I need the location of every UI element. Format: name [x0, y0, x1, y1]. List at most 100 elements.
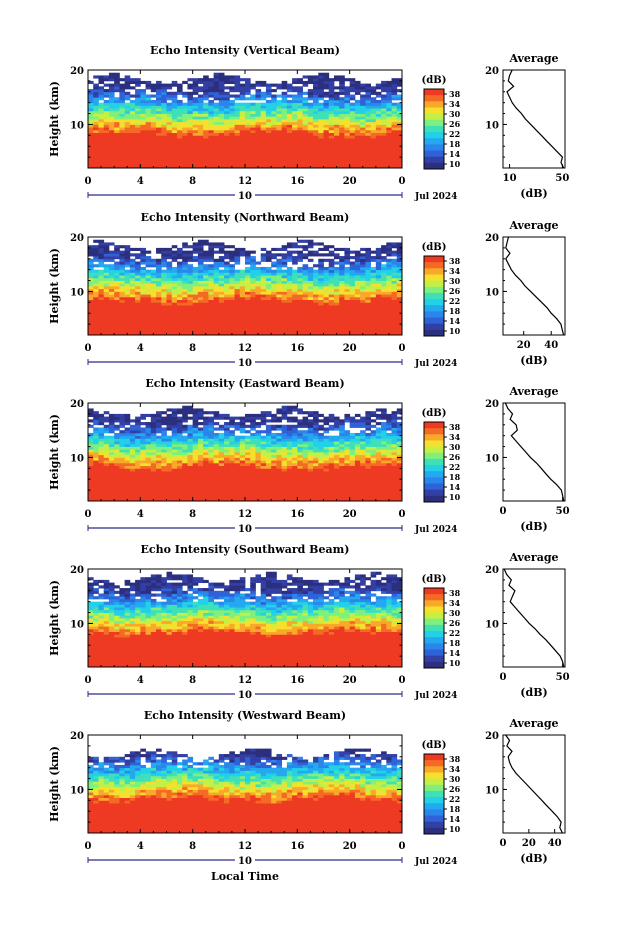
heatmap-cell: [297, 138, 303, 142]
heatmap-cell: [171, 91, 178, 95]
heatmap-cell: [302, 124, 309, 128]
x-tick-label: 0: [85, 176, 92, 187]
heatmap-cell: [381, 462, 387, 467]
heatmap-cell: [197, 132, 204, 136]
heatmap-cell: [161, 110, 167, 114]
heatmap-cell: [354, 462, 361, 467]
heatmap-cell: [292, 318, 298, 322]
heatmap-cell: [360, 479, 366, 483]
heatmap-cell: [333, 329, 340, 333]
heatmap-cell: [192, 86, 199, 90]
heatmap-cell: [271, 310, 277, 314]
heatmap-cell: [103, 487, 110, 491]
heatmap-cell: [93, 110, 99, 114]
heatmap-cell: [114, 132, 120, 136]
heatmap-cell: [150, 272, 157, 276]
heatmap-cell: [129, 110, 136, 114]
heatmap-cell: [265, 310, 272, 314]
heatmap-cell: [145, 157, 152, 161]
heatmap-cell: [197, 102, 204, 106]
heatmap-cell: [396, 151, 403, 155]
heatmap-cell: [250, 127, 256, 131]
heatmap-cell: [171, 108, 178, 112]
heatmap-cell: [396, 280, 403, 284]
heatmap-cell: [224, 462, 230, 467]
heatmap-cell: [339, 299, 345, 303]
heatmap-cell: [239, 110, 246, 114]
heatmap-cell: [213, 119, 220, 123]
heatmap-cell: [124, 305, 131, 309]
heatmap-cell: [286, 498, 293, 502]
heatmap-cell: [281, 476, 288, 480]
heatmap-cell: [166, 332, 173, 336]
heatmap-cell: [239, 127, 246, 131]
heatmap-cell: [276, 283, 283, 287]
heatmap-cell: [192, 296, 199, 301]
heatmap-cell: [250, 119, 256, 123]
heatmap-cell: [88, 310, 94, 314]
heatmap-cell: [333, 286, 340, 290]
heatmap-cell: [114, 80, 120, 85]
heatmap-cell: [265, 288, 272, 292]
heatmap-cell: [354, 457, 361, 461]
heatmap-cell: [339, 468, 345, 472]
heatmap-cell: [124, 460, 131, 464]
heatmap-cell: [176, 294, 183, 298]
heatmap-cell: [129, 490, 136, 494]
heatmap-cell: [292, 80, 298, 85]
heatmap-cell: [176, 124, 183, 128]
heatmap-cell: [239, 321, 246, 325]
heatmap-cell: [124, 78, 131, 82]
heatmap-cell: [375, 143, 382, 147]
heatmap-cell: [323, 119, 330, 123]
heatmap-cell: [333, 291, 340, 295]
heatmap-cell: [234, 296, 241, 301]
heatmap-cell: [224, 332, 230, 336]
heatmap-cell: [234, 318, 241, 322]
heatmap-cell: [213, 291, 220, 295]
heatmap-cell: [349, 288, 356, 292]
heatmap-cell: [234, 258, 241, 262]
heatmap-cell: [182, 307, 188, 311]
heatmap-cell: [203, 121, 209, 125]
heatmap-cell: [140, 97, 146, 101]
heatmap-cell: [187, 119, 194, 123]
heatmap-cell: [292, 86, 298, 90]
heatmap-cell: [187, 302, 194, 306]
heatmap-cell: [114, 329, 120, 333]
heatmap-cell: [140, 119, 146, 123]
colorbar-tick-label: 14: [449, 149, 461, 159]
heatmap-cell: [161, 313, 167, 317]
heatmap-cell: [140, 146, 146, 150]
heatmap-cell: [302, 479, 309, 483]
heatmap-cell: [129, 86, 136, 90]
heatmap-cell: [396, 457, 403, 461]
heatmap-cell: [286, 294, 293, 298]
heatmap-cell: [307, 121, 314, 125]
heatmap-cell: [234, 108, 241, 112]
heatmap-cell: [229, 113, 235, 117]
heatmap-cell: [229, 253, 235, 257]
heatmap-cell: [161, 89, 167, 93]
heatmap-cell: [88, 110, 94, 114]
heatmap-cell: [176, 487, 183, 491]
heatmap-cell: [197, 454, 204, 458]
heatmap-cell: [307, 253, 314, 257]
heatmap-cell: [381, 471, 387, 475]
heatmap-cell: [349, 326, 356, 330]
heatmap-cell: [255, 457, 262, 461]
heatmap-cell: [187, 465, 194, 469]
heatmap-cell: [381, 460, 387, 464]
heatmap-cell: [360, 321, 366, 325]
heatmap-cell: [98, 119, 105, 123]
heatmap-cell: [245, 97, 251, 101]
heatmap-cell: [108, 302, 115, 306]
heatmap-cell: [103, 135, 110, 139]
heatmap-cell: [176, 318, 183, 322]
heatmap-cell: [218, 310, 225, 314]
heatmap-cell: [161, 250, 167, 254]
heatmap-cell: [370, 495, 377, 499]
heatmap-cell: [192, 159, 199, 163]
heatmap-cell: [250, 135, 256, 139]
heatmap-cell: [381, 269, 387, 273]
